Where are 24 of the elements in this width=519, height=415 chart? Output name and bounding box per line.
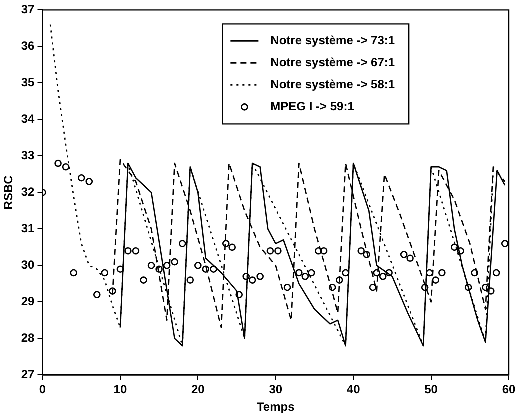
y-tick-label: 35 (21, 76, 36, 90)
y-tick-label: 32 (21, 185, 36, 200)
y-axis-title: RSBC (2, 175, 16, 210)
x-tick-label: 50 (424, 382, 438, 397)
x-tick-label: 30 (269, 382, 283, 397)
x-axis-title: Temps (256, 400, 296, 414)
y-tick-label: 34 (21, 112, 36, 126)
x-tick-label: 20 (191, 382, 206, 397)
legend-label: Notre système -> 58:1 (270, 78, 396, 92)
y-tick-label: 28 (21, 331, 36, 346)
x-tick-label: 60 (502, 382, 516, 397)
y-tick-label: 30 (21, 258, 36, 272)
x-tick-label: 10 (114, 382, 128, 397)
legend-label: MPEG I -> 59:1 (270, 100, 355, 114)
y-tick-label: 27 (21, 368, 36, 382)
y-tick-label: 29 (21, 294, 36, 309)
x-tick-label: 0 (39, 382, 46, 397)
y-tick-label: 37 (21, 2, 36, 17)
legend-label: Notre système -> 73:1 (270, 34, 396, 48)
legend-label: Notre système -> 67:1 (270, 56, 396, 70)
y-tick-label: 33 (21, 148, 36, 163)
y-tick-label: 36 (21, 39, 36, 54)
y-tick-label: 31 (21, 222, 36, 236)
x-tick-label: 40 (346, 382, 361, 397)
